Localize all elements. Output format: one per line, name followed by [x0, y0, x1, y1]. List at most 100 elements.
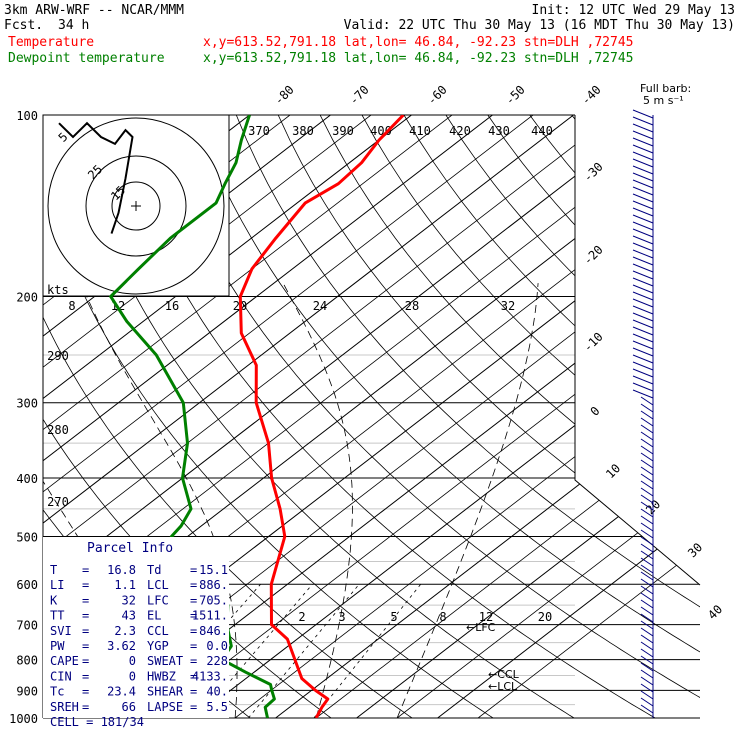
parcel-eq: = [190, 609, 197, 623]
dry-adiabat [403, 115, 700, 718]
isotherm-label--40: -40 [579, 83, 604, 108]
parcel-key: T [50, 563, 57, 577]
parcel-key: CCL [147, 624, 169, 638]
parcel-eq: = [82, 669, 89, 683]
wind-barb [640, 487, 654, 497]
parcel-value: 4133. [192, 669, 228, 683]
wind-barb [640, 536, 654, 546]
wind-barbs [632, 109, 654, 718]
wind-barb [640, 627, 654, 637]
parcel-key: SWEAT [147, 654, 183, 668]
parcel-value: 40. [206, 685, 228, 699]
theta-label-410: 410 [409, 124, 431, 138]
wind-barb [640, 564, 654, 574]
isotherm-minor [43, 115, 696, 718]
parcel-eq: = [82, 593, 89, 607]
theta-label-270: 270 [47, 495, 69, 509]
wind-barb [632, 256, 654, 266]
dry-adiabat [529, 115, 700, 718]
theta-label-440: 440 [531, 124, 553, 138]
wind-barb [640, 515, 654, 525]
isotherm-label--50: -50 [503, 83, 528, 108]
wind-barb [640, 424, 654, 434]
parcel-eq: = [190, 654, 197, 668]
wind-barb [632, 123, 654, 133]
parcel-key: CIN [50, 669, 72, 683]
parcel-eq: = [82, 685, 89, 699]
parcel-eq: = [190, 639, 197, 653]
isotherm--40 [43, 115, 574, 718]
wind-barb [632, 130, 654, 140]
wind-barb [632, 221, 654, 231]
parcel-value: 228 [206, 654, 228, 668]
theta-label-280: 280 [47, 423, 69, 437]
parcel-key: LAPSE [147, 700, 183, 714]
parcel-value: 16.8 [107, 563, 136, 577]
wind-barb [640, 529, 654, 539]
sounding-profiles [109, 115, 405, 718]
parcel-key: SVI [50, 624, 72, 638]
parcel-value: 43 [122, 609, 136, 623]
isotherm--30 [43, 115, 655, 718]
moist-adiabat [282, 282, 353, 718]
parcel-eq: = [82, 654, 89, 668]
wind-barb [632, 312, 654, 322]
parcel-key: LI [50, 578, 64, 592]
pressure-label-700: 700 [16, 619, 38, 633]
wind-barb [640, 690, 654, 700]
parcel-key: SHEAR [147, 685, 184, 699]
isotherm-label--30: -30 [581, 160, 606, 185]
dry-adiabat [277, 115, 700, 718]
lcl-marker: ←LCL [488, 680, 518, 693]
parcel-value: 0 [129, 669, 136, 683]
wind-barb [632, 389, 654, 399]
wind-barb [632, 368, 654, 378]
mixing-ratio-label-3: 3 [338, 610, 345, 624]
hodograph-speed-tick-16: 16 [165, 299, 179, 313]
wind-barb [640, 417, 654, 427]
isotherm-40 [437, 115, 700, 718]
forecast-hour: 34 h [58, 18, 89, 33]
isotherm--60 [43, 115, 412, 718]
legend-temperature-label: Temperature [8, 35, 94, 50]
ccl-marker: ←CCL [488, 668, 520, 681]
pressure-label-400: 400 [16, 472, 38, 486]
wind-barb [632, 228, 654, 238]
parcel-eq: = [190, 624, 197, 638]
parcel-value: 1.1 [114, 578, 136, 592]
wind-barb [632, 270, 654, 280]
parcel-eq: = [82, 639, 89, 653]
parcel-value: 5.5 [206, 700, 228, 714]
parcel-key: Tc [50, 685, 64, 699]
theta-label-380: 380 [292, 124, 314, 138]
mixing-ratio-label-2: 2 [298, 610, 305, 624]
parcel-value: 0.0 [206, 639, 228, 653]
wind-barb [640, 648, 654, 658]
wind-barb [640, 662, 654, 672]
wind-barb [632, 109, 654, 119]
isotherm-label--70: -70 [347, 83, 372, 108]
isotherm-30 [356, 115, 700, 718]
parcel-value: 15.1 [199, 563, 228, 577]
parcel-eq: = [190, 563, 197, 577]
parcel-eq: = [82, 609, 89, 623]
wind-barb [640, 466, 654, 476]
parcel-value: 705. [199, 593, 228, 607]
parcel-value: 1511. [192, 609, 228, 623]
parcel-eq: = [190, 700, 197, 714]
parcel-key: K [50, 593, 58, 607]
pressure-label-200: 200 [16, 291, 38, 305]
hodograph-trace [58, 121, 134, 234]
parcel-key: Td [147, 563, 161, 577]
model-title: 3km ARW-WRF -- NCAR/MMM [4, 3, 184, 18]
pressure-label-500: 500 [16, 530, 38, 544]
wind-barb [640, 501, 654, 511]
wind-barb [640, 599, 654, 609]
parcel-value: 0 [129, 654, 136, 668]
pressure-label-300: 300 [16, 397, 38, 411]
parcel-value: 2.3 [114, 624, 136, 638]
wind-barb [632, 291, 654, 301]
isotherm-label--60: -60 [425, 83, 450, 108]
parcel-key: HWBZ [147, 669, 176, 683]
